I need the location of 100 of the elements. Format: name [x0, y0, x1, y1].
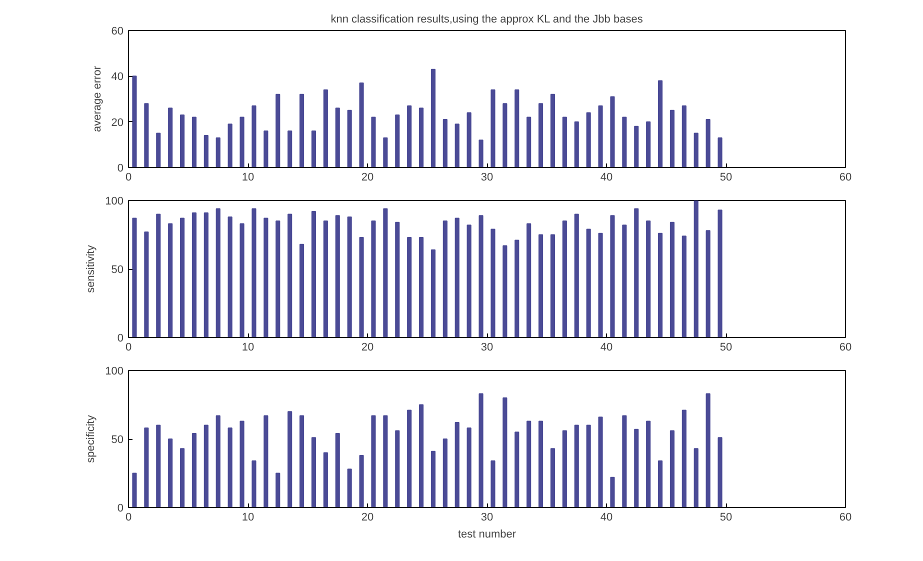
bar	[442, 438, 448, 508]
bar	[418, 404, 424, 508]
chart-title: knn classification results,using the approx KL and the Jbb bases	[330, 14, 644, 26]
bar	[418, 108, 424, 168]
y-tick-label: 100	[105, 366, 124, 378]
bar	[610, 476, 615, 508]
bar	[514, 89, 520, 168]
bar	[252, 105, 256, 168]
bar	[252, 208, 256, 338]
bar	[538, 103, 544, 168]
bar	[490, 89, 496, 168]
bar	[299, 415, 304, 508]
bar	[562, 116, 567, 168]
bar	[288, 130, 292, 168]
bar	[383, 208, 388, 338]
bar	[646, 420, 651, 508]
bar	[132, 472, 137, 508]
bar	[430, 450, 436, 508]
bar	[670, 430, 675, 508]
bar	[132, 76, 137, 168]
bar	[395, 222, 400, 338]
bar	[682, 410, 686, 508]
bar	[216, 137, 220, 168]
bar	[216, 208, 220, 338]
bar	[395, 114, 400, 168]
x-tick-label: 40	[600, 172, 613, 184]
bar	[335, 215, 340, 338]
x-tick-label: 50	[720, 512, 732, 524]
bar	[228, 216, 232, 338]
x-tick-label: 20	[361, 512, 374, 524]
x-tick-label: 10	[242, 512, 254, 524]
bar	[204, 212, 208, 338]
bar	[694, 200, 698, 338]
y-tick-label: 0	[117, 502, 124, 514]
bar	[514, 432, 520, 508]
bar	[395, 430, 400, 508]
bar	[574, 121, 579, 168]
x-tick-label: 60	[839, 172, 852, 184]
bar	[502, 397, 508, 508]
bar	[192, 433, 197, 508]
bar	[264, 218, 268, 338]
bar	[168, 223, 173, 338]
bar	[658, 80, 663, 168]
bar	[562, 430, 567, 508]
bar	[682, 105, 686, 168]
y-tick-label: 50	[111, 264, 124, 276]
bar	[586, 424, 591, 508]
bar	[526, 116, 532, 168]
bar	[442, 220, 448, 338]
bar	[586, 228, 591, 338]
bar	[359, 454, 364, 508]
bar	[490, 460, 496, 508]
x-tick-label: 30	[480, 512, 494, 524]
bar	[192, 212, 197, 338]
bar	[646, 121, 651, 168]
y-tick-label: 0	[117, 162, 124, 174]
bar	[132, 218, 137, 338]
bar	[598, 232, 603, 338]
bar	[718, 210, 722, 338]
bar	[466, 224, 472, 338]
bar	[323, 452, 328, 508]
bar	[574, 214, 579, 338]
y-tick-label: 20	[111, 116, 124, 129]
bar	[180, 114, 185, 168]
bar	[240, 223, 244, 338]
bar	[347, 110, 352, 168]
bar	[276, 472, 280, 508]
x-axis-title: test number	[458, 528, 516, 540]
bar	[204, 135, 208, 168]
bar	[168, 438, 173, 508]
bar	[276, 94, 280, 168]
bar	[288, 214, 292, 338]
bar	[383, 137, 388, 168]
x-tick-label: 0	[125, 512, 132, 524]
bar	[634, 208, 639, 338]
bar	[144, 232, 149, 338]
bar	[718, 437, 722, 508]
bar	[478, 393, 484, 508]
bar	[323, 220, 328, 338]
bar	[240, 116, 244, 168]
bar	[240, 420, 244, 508]
bar	[228, 428, 232, 508]
bar	[478, 140, 484, 168]
bar	[706, 393, 710, 508]
bar	[622, 415, 627, 508]
bar	[264, 130, 268, 168]
bar	[264, 415, 268, 508]
bar	[706, 119, 710, 168]
bar	[335, 433, 340, 508]
bar	[694, 132, 698, 168]
bar	[430, 249, 436, 338]
bar	[407, 236, 412, 338]
bar	[216, 415, 220, 508]
bar	[466, 428, 472, 508]
bar	[622, 224, 627, 338]
bar	[478, 215, 484, 338]
bar	[658, 232, 663, 338]
bar	[610, 215, 615, 338]
bar	[156, 424, 161, 508]
bar	[634, 126, 639, 168]
